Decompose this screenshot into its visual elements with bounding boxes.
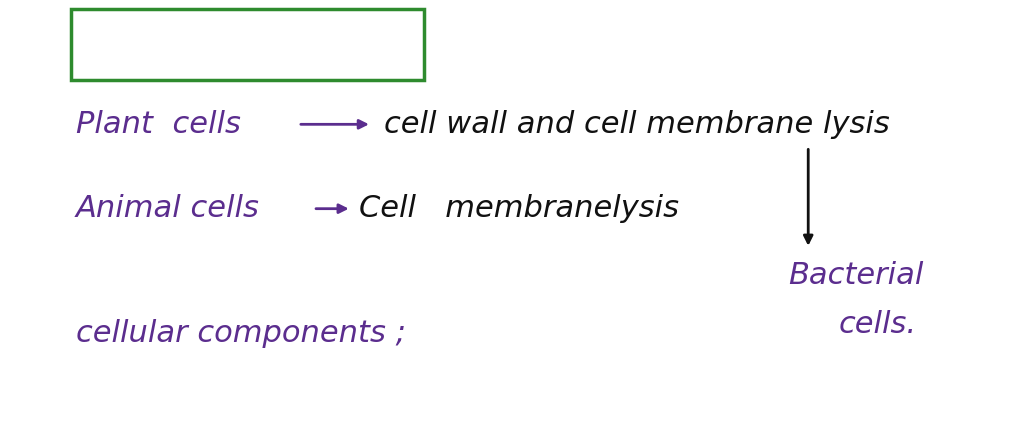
Text: cellular components ;: cellular components ;: [76, 318, 406, 348]
Text: Animal cells: Animal cells: [76, 194, 260, 223]
Text: cells.: cells.: [839, 309, 916, 339]
Text: cell wall and cell membrane lysis: cell wall and cell membrane lysis: [384, 110, 890, 139]
Text: Bacterial: Bacterial: [788, 261, 924, 290]
Text: Plant  cells: Plant cells: [76, 110, 241, 139]
Text: Cell   membranelysis: Cell membranelysis: [358, 194, 679, 223]
